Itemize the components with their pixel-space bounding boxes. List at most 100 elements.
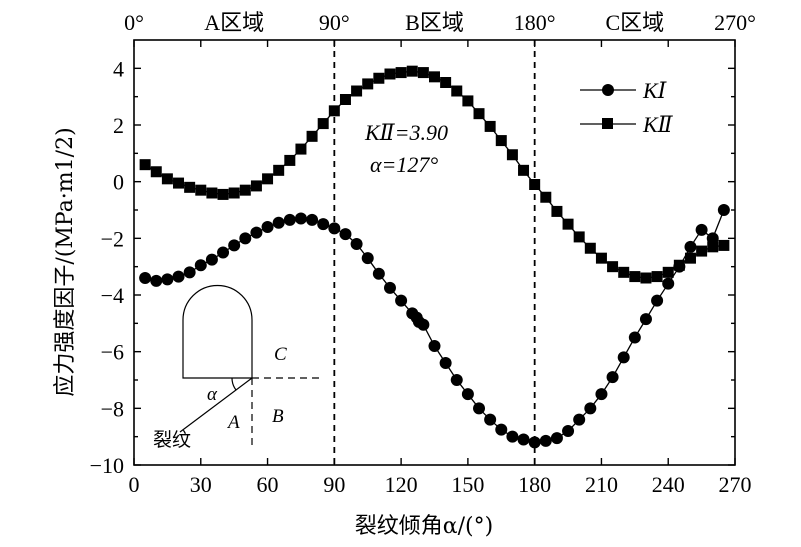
k1-point [461,388,474,401]
k2-point [484,120,496,132]
k1-point [250,226,263,239]
k2-point [395,67,407,79]
k1-point [328,222,341,235]
k2-point [328,105,340,117]
k2-point [540,191,552,203]
k2-point [295,143,307,155]
k1-point [372,267,385,280]
k1-point [161,273,174,286]
k1-point [495,423,508,436]
legend-k2-label: KⅡ [642,112,674,137]
x-tick-label: 150 [451,472,484,497]
k1-point [484,413,497,426]
k2-point [607,261,619,273]
x-tick-label: 120 [385,472,418,497]
k2-point [284,154,296,166]
x-tick-label: 30 [190,472,212,497]
y-tick-label: −4 [101,283,124,308]
k1-point [617,351,630,364]
k1-point [217,246,230,259]
k2-point [406,65,418,77]
k2-point [573,231,585,243]
k2-point [384,68,396,80]
y-tick-label: 2 [113,113,124,138]
y-tick-label: 4 [113,56,124,81]
k2-point [495,135,507,147]
k1-point [417,318,430,331]
x-tick-label: 0 [129,472,140,497]
inset-schematic: α A B C 裂纹 [153,284,322,451]
x-tick-label: 240 [652,472,685,497]
k2-point [339,94,351,105]
k2-point [306,130,318,142]
k2-point [362,78,374,90]
top-label: 90° [319,10,350,35]
legend-k1-label: KⅠ [642,78,668,103]
k2-point [417,67,429,79]
k2-point [618,266,630,278]
k1-point [695,223,708,236]
k2-point [262,173,274,185]
k1-point [172,270,185,283]
k1-point [428,340,441,352]
k2-point [451,85,463,97]
y-axis-ticks: 4 2 0 −2 −4 −6 −8 −10 [90,56,735,478]
k2-point [562,218,574,230]
k1-point [550,432,563,445]
k1-point [272,216,285,229]
legend: KⅠ KⅡ [580,78,674,137]
k1-point [261,221,274,233]
x-tick-label: 210 [585,472,618,497]
crack-line [179,377,253,433]
annotation-alpha: α=127° [370,152,438,177]
k2-point [217,188,229,200]
k2-point [506,149,518,161]
k1-point [651,294,664,307]
k1-point [361,252,374,265]
k2-point [651,271,663,283]
k1-point [517,433,530,446]
k1-point [294,212,307,225]
k1-point [306,213,319,226]
y-tick-label: −8 [101,396,124,421]
y-tick-label: −6 [101,340,124,365]
y-axis-title: 应力强度因子/(MPa·m1/2) [53,127,78,396]
k2-point [139,159,151,171]
top-region-labels: 0° A区域 90° B区域 180° C区域 270° [124,10,756,35]
k2-point [161,173,173,185]
k1-point [317,218,330,231]
k1-point [228,239,241,252]
k2-point [273,164,285,176]
k1-point [573,413,586,426]
k1-point [717,204,730,216]
k1-point [350,238,363,250]
k2-point [707,241,719,253]
x-tick-label: 180 [518,472,551,497]
k2-point [629,271,641,283]
k1-point [205,253,218,266]
k1-point [473,402,486,415]
k1-point [139,272,152,284]
k1-point [639,313,652,326]
k1-point [439,357,452,369]
angle-arc [231,377,237,391]
y-tick-label: 0 [113,170,124,195]
k2-point [640,272,652,284]
top-label: A区域 [204,10,264,35]
k2-point [150,166,162,178]
k1-point [584,402,597,415]
k2-point [551,205,563,217]
top-label: 270° [714,10,756,35]
y-tick-label: −10 [90,453,124,478]
inset-label-a: A [226,412,240,433]
k1-point [150,274,163,287]
k1-point [395,294,408,307]
annotation-kii-max: KⅡ=3.90 [364,120,448,145]
legend-k1-marker [602,84,614,96]
x-tick-label: 60 [257,472,279,497]
inset-label-b: B [272,406,284,427]
k1-point [528,436,541,449]
k2-point [173,177,185,189]
top-label: 180° [514,10,556,35]
